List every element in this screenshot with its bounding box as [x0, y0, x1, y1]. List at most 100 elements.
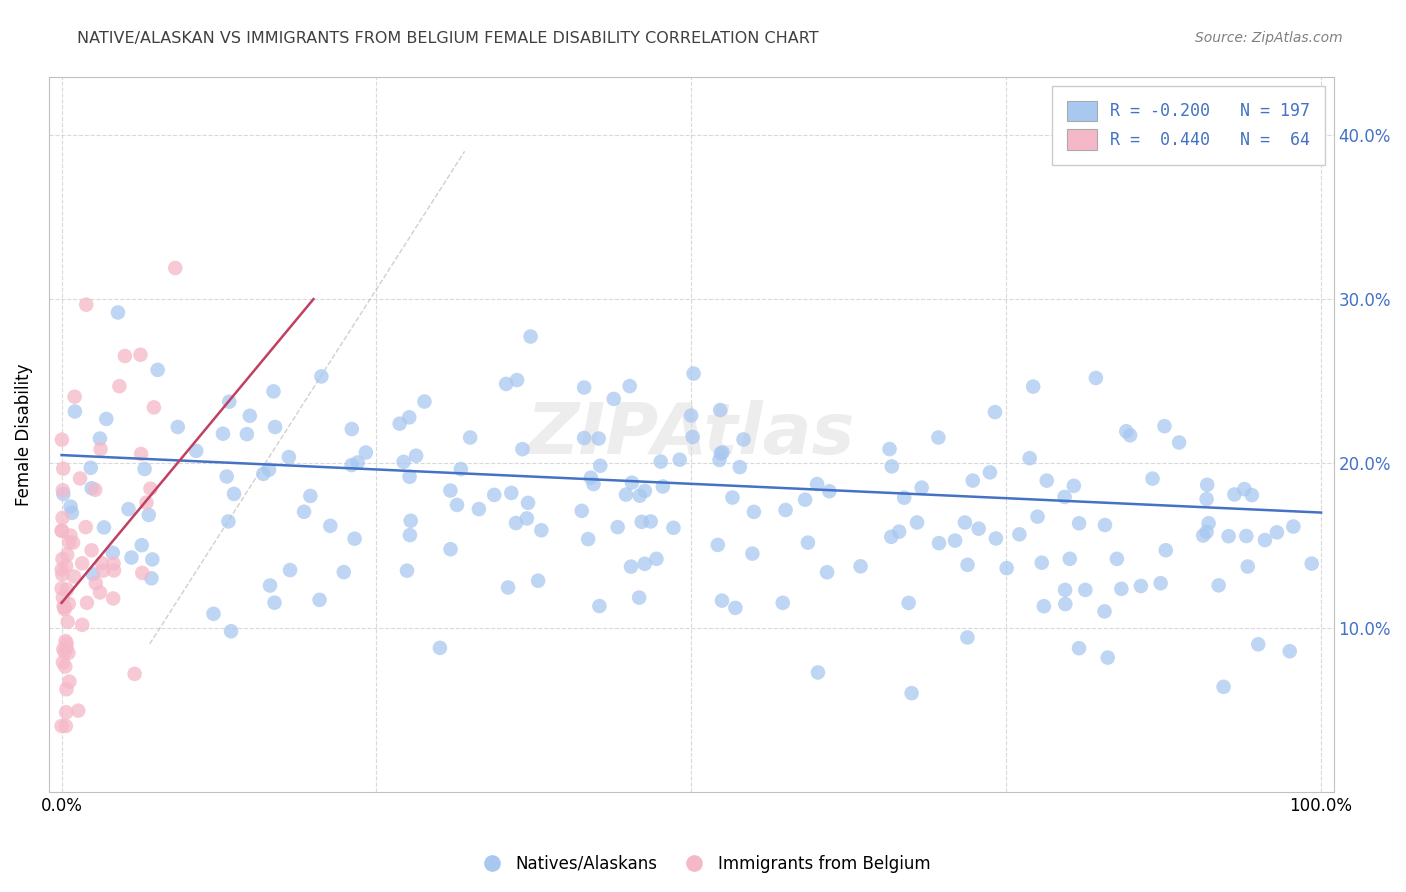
Point	[53, 602, 76, 616]
Point	[354, 445, 377, 459]
Point	[1074, 582, 1097, 597]
Point	[392, 455, 415, 469]
Point	[121, 550, 143, 565]
Point	[527, 574, 550, 588]
Point	[967, 522, 990, 536]
Point	[1223, 487, 1246, 501]
Point	[512, 442, 534, 457]
Point	[1067, 641, 1090, 656]
Point	[103, 564, 125, 578]
Point	[603, 392, 626, 406]
Point	[278, 563, 301, 577]
Point	[52, 642, 75, 657]
Point	[572, 380, 595, 394]
Point	[202, 607, 225, 621]
Point	[962, 474, 984, 488]
Point	[1236, 559, 1258, 574]
Point	[80, 481, 103, 495]
Point	[1197, 477, 1219, 491]
Point	[468, 502, 491, 516]
Point	[259, 578, 281, 592]
Point	[1111, 582, 1133, 596]
Point	[108, 379, 131, 393]
Y-axis label: Female Disability: Female Disability	[15, 363, 32, 506]
Point	[496, 581, 519, 595]
Point	[58, 646, 80, 660]
Point	[911, 481, 934, 495]
Point	[55, 636, 77, 650]
Point	[101, 546, 124, 560]
Point	[582, 477, 605, 491]
Point	[135, 495, 157, 509]
Point	[333, 565, 356, 579]
Point	[1212, 680, 1234, 694]
Point	[63, 390, 86, 404]
Point	[51, 719, 73, 733]
Point	[818, 484, 841, 499]
Point	[146, 363, 169, 377]
Point	[51, 510, 73, 524]
Point	[52, 483, 75, 498]
Point	[67, 704, 90, 718]
Point	[897, 596, 920, 610]
Point	[742, 505, 765, 519]
Point	[1149, 576, 1171, 591]
Point	[219, 624, 242, 639]
Point	[709, 403, 731, 417]
Point	[1192, 528, 1215, 542]
Point	[505, 516, 527, 530]
Point	[166, 420, 188, 434]
Point	[56, 582, 79, 597]
Point	[84, 576, 107, 591]
Point	[807, 665, 830, 680]
Point	[446, 498, 468, 512]
Point	[90, 442, 112, 457]
Point	[413, 394, 436, 409]
Point	[519, 329, 541, 343]
Point	[1234, 529, 1257, 543]
Point	[236, 427, 259, 442]
Point	[530, 523, 553, 537]
Point	[588, 432, 610, 446]
Point	[1154, 543, 1177, 558]
Point	[75, 520, 97, 534]
Point	[70, 617, 93, 632]
Point	[571, 504, 593, 518]
Point	[640, 515, 662, 529]
Point	[59, 528, 82, 542]
Point	[893, 491, 915, 505]
Point	[630, 515, 652, 529]
Point	[1129, 579, 1152, 593]
Point	[58, 535, 80, 549]
Point	[458, 430, 481, 444]
Point	[772, 596, 794, 610]
Point	[1254, 533, 1277, 547]
Point	[1208, 578, 1230, 592]
Point	[880, 530, 903, 544]
Point	[252, 467, 274, 481]
Point	[984, 405, 1007, 419]
Point	[56, 548, 79, 562]
Point	[139, 482, 162, 496]
Point	[55, 706, 77, 720]
Point	[1265, 525, 1288, 540]
Point	[51, 567, 73, 582]
Point	[277, 450, 299, 464]
Point	[141, 571, 163, 585]
Point	[51, 433, 73, 447]
Point	[131, 566, 153, 580]
Point	[215, 469, 238, 483]
Point	[124, 666, 146, 681]
Point	[1032, 599, 1054, 614]
Point	[681, 409, 703, 423]
Point	[103, 557, 125, 571]
Point	[186, 443, 208, 458]
Point	[849, 559, 872, 574]
Point	[979, 466, 1001, 480]
Point	[399, 514, 422, 528]
Point	[1198, 516, 1220, 531]
Point	[60, 506, 83, 520]
Point	[880, 459, 903, 474]
Point	[1168, 435, 1191, 450]
Text: NATIVE/ALASKAN VS IMMIGRANTS FROM BELGIUM FEMALE DISABILITY CORRELATION CHART: NATIVE/ALASKAN VS IMMIGRANTS FROM BELGIU…	[77, 31, 818, 46]
